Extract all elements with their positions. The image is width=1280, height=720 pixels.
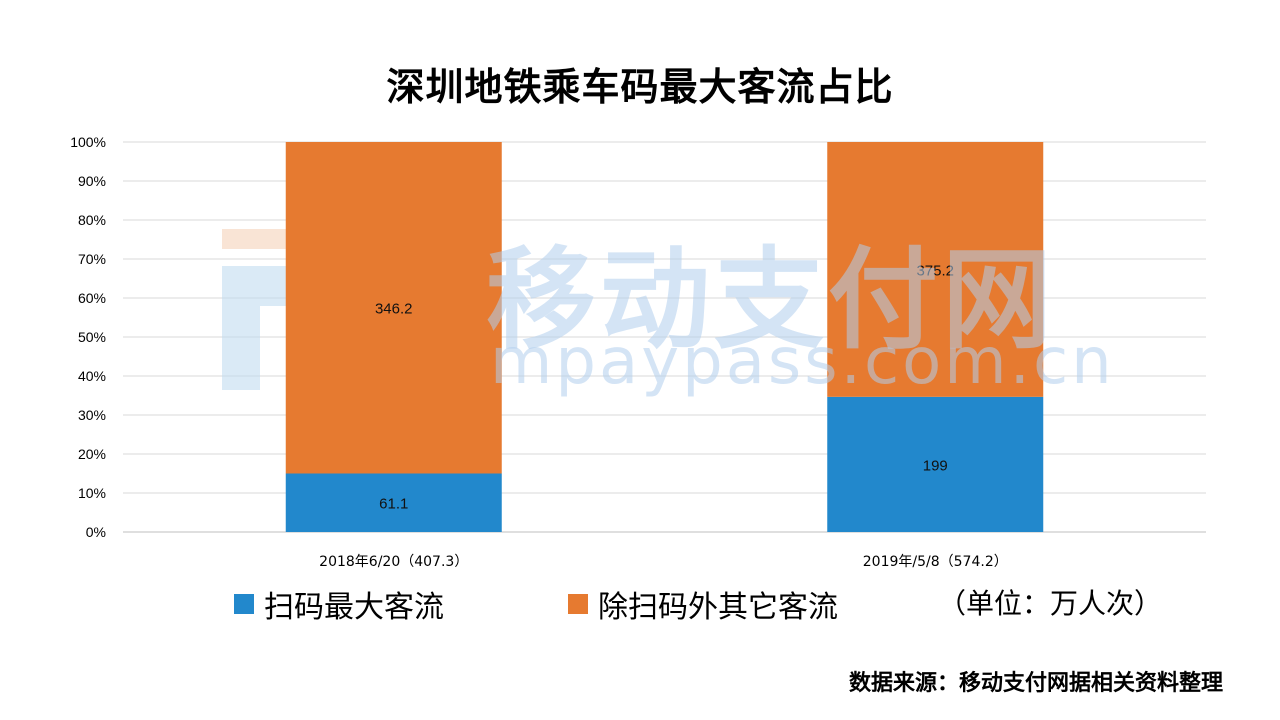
data-label: 375.2 — [916, 262, 954, 279]
watermark-en: mpaypass.com.cn — [490, 325, 1115, 399]
x-tick-label: 2018年6/20（407.3） — [319, 554, 468, 570]
source-note: 数据来源：移动支付网据相关资料整理 — [848, 671, 1223, 696]
legend-swatch-scan — [234, 594, 254, 614]
legend-label-other: 除扫码外其它客流 — [598, 590, 838, 625]
y-tick-label: 60% — [78, 290, 106, 306]
y-tick-label: 20% — [78, 446, 106, 462]
legend-label-scan: 扫码最大客流 — [264, 590, 444, 625]
y-tick-label: 90% — [78, 173, 106, 189]
watermark-cn: 移动支付网 — [486, 236, 1056, 364]
unit-note: （单位：万人次） — [938, 587, 1163, 620]
y-tick-label: 0% — [86, 524, 106, 540]
y-tick-label: 50% — [78, 329, 106, 345]
bar-segment — [827, 142, 1044, 397]
data-label: 346.2 — [375, 301, 413, 318]
legend-item-other: 除扫码外其它客流 — [568, 584, 838, 625]
legend-swatch-other — [568, 594, 588, 614]
legend-item-scan: 扫码最大客流 — [234, 584, 444, 625]
chart-title: 深圳地铁乘车码最大客流占比 — [386, 65, 894, 109]
y-tick-label: 10% — [78, 485, 106, 501]
bar-segment — [285, 142, 502, 474]
bar-segment — [285, 473, 502, 532]
y-tick-label: 100% — [70, 134, 106, 150]
data-label: 199 — [923, 457, 948, 474]
bar-segment — [827, 396, 1044, 532]
y-tick-label: 70% — [78, 251, 106, 267]
x-tick-label: 2019年/5/8（574.2） — [863, 554, 1008, 570]
y-tick-label: 40% — [78, 368, 106, 384]
data-label: 61.1 — [379, 496, 408, 513]
y-tick-label: 30% — [78, 407, 106, 423]
y-tick-label: 80% — [78, 212, 106, 228]
